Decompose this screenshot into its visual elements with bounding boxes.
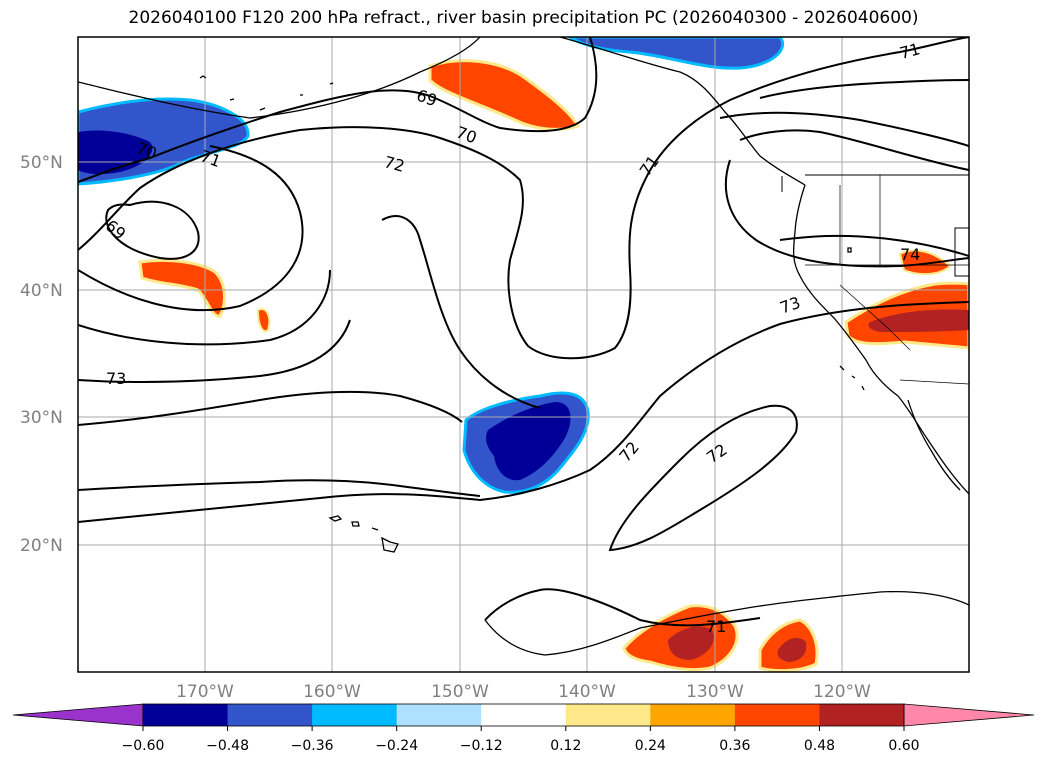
colorbar-segment bbox=[227, 704, 313, 726]
lon-label: 140°W bbox=[558, 682, 616, 702]
lon-axis: 170°W 160°W 150°W 140°W 130°W 120°W bbox=[176, 682, 871, 702]
colorbar-segment bbox=[565, 704, 651, 726]
precip-shading bbox=[78, 37, 969, 672]
colorbar: −0.60 −0.48 −0.36 −0.24 −0.12 0.12 0.24 0.36 0.4… bbox=[12, 703, 1035, 754]
lon-label: 120°W bbox=[813, 682, 871, 702]
pos-anomaly-south-2-core bbox=[777, 637, 807, 662]
contour-label: 71 bbox=[706, 617, 726, 636]
pos-anomaly-nevada bbox=[898, 249, 952, 276]
colorbar-extend-high bbox=[903, 703, 1035, 727]
map-title: 2026040100 F120 200 hPa refract., river … bbox=[128, 8, 919, 28]
pos-anomaly-goa bbox=[428, 59, 581, 131]
pos-anomaly-wpac bbox=[138, 258, 227, 318]
colorbar-segment bbox=[819, 704, 905, 726]
colorbar-tick-label: 0.36 bbox=[719, 738, 750, 754]
colorbar-tick-label: −0.48 bbox=[206, 738, 249, 754]
pos-anomaly-wpac-small bbox=[256, 308, 271, 333]
colorbar-tick-label: −0.24 bbox=[375, 738, 418, 754]
colorbar-segment bbox=[734, 704, 820, 726]
pos-anomaly-california-core bbox=[868, 309, 969, 332]
lon-label: 130°W bbox=[686, 682, 744, 702]
colorbar-segment bbox=[312, 704, 398, 726]
colorbar-tick-label: 0.48 bbox=[804, 738, 835, 754]
colorbar-tick-label: 0.24 bbox=[635, 738, 666, 754]
lon-label: 150°W bbox=[431, 682, 489, 702]
pos-anomaly-south-1-core bbox=[668, 626, 714, 660]
map-frame bbox=[77, 36, 970, 673]
contour-label: 71 bbox=[898, 39, 923, 63]
lat-label: 30°N bbox=[20, 408, 63, 428]
contour-label: 74 bbox=[900, 245, 920, 264]
lat-label: 20°N bbox=[20, 536, 63, 556]
colorbar-tick-label: 0.60 bbox=[888, 738, 919, 754]
colorbar-tick-label: −0.12 bbox=[460, 738, 503, 754]
colorbar-segment bbox=[650, 704, 736, 726]
colorbar-tick-label: −0.36 bbox=[291, 738, 334, 754]
neg-anomaly-central-core bbox=[486, 402, 571, 481]
lon-label: 170°W bbox=[176, 682, 234, 702]
colorbar-frame bbox=[142, 703, 905, 727]
graticule bbox=[78, 37, 969, 672]
colorbar-segment bbox=[143, 704, 229, 726]
colorbar-tick-label: −0.60 bbox=[122, 738, 165, 754]
colorbar-tick-label: 0.12 bbox=[550, 738, 581, 754]
contour-label: 73 bbox=[106, 369, 126, 388]
map-content: 69 70 71 72 73 69 70 71 72 73 71 72 74 7… bbox=[78, 37, 969, 672]
colorbar-segment bbox=[481, 704, 567, 726]
lat-label: 50°N bbox=[20, 153, 63, 173]
lat-axis: 50°N 40°N 30°N 20°N bbox=[20, 153, 63, 556]
lat-label: 40°N bbox=[20, 281, 63, 301]
colorbar-extend-low bbox=[12, 703, 144, 727]
refractivity-contours bbox=[78, 37, 969, 627]
colorbar-segment bbox=[396, 704, 482, 726]
lon-label: 160°W bbox=[303, 682, 361, 702]
contour-label: 72 bbox=[382, 152, 407, 176]
